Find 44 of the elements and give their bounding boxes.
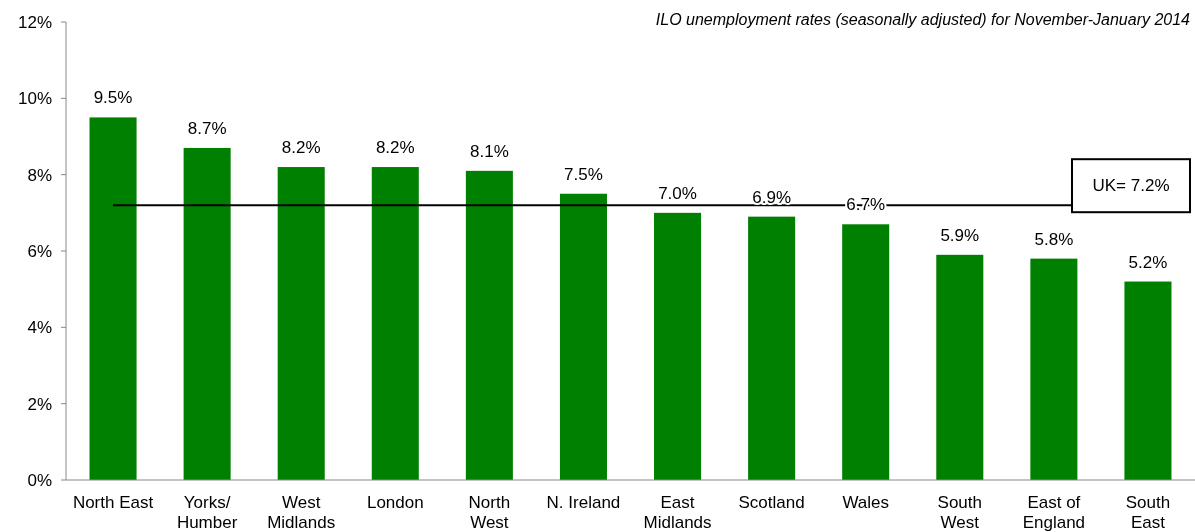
data-label: 6.9%: [752, 187, 791, 207]
y-tick-label: 4%: [27, 318, 52, 338]
y-tick-label: 8%: [27, 165, 52, 185]
x-tick-label: East Midlands: [643, 493, 712, 532]
y-tick-label: 10%: [17, 89, 52, 109]
bar: [465, 170, 513, 480]
x-tick-label: East of England: [1022, 493, 1086, 532]
bar: [748, 216, 796, 480]
bar: [277, 167, 325, 480]
data-label: 7.0%: [658, 183, 697, 203]
x-tick-label: North East: [72, 493, 154, 512]
x-tick-label: N. Ireland: [546, 493, 621, 512]
data-label: 5.9%: [940, 225, 980, 245]
bar: [936, 254, 984, 480]
data-label: 8.2%: [375, 138, 415, 158]
y-tick-label: 6%: [27, 241, 52, 261]
data-label: 8.1%: [470, 141, 509, 161]
x-tick-label: South West: [937, 493, 983, 532]
bar: [559, 193, 607, 480]
y-tick-label: 0%: [27, 470, 52, 490]
bar: [654, 212, 702, 480]
data-label: 8.7%: [187, 118, 227, 138]
bar: [371, 167, 419, 480]
x-tick-label: Yorks/ Humber: [176, 493, 238, 532]
bar: [183, 147, 231, 480]
bar: [1124, 281, 1172, 480]
x-tick-label: North West: [468, 493, 511, 532]
data-label: 5.2%: [1128, 252, 1168, 272]
x-tick-label: London: [366, 493, 424, 512]
x-tick-label: Scotland: [738, 493, 805, 512]
x-tick-label: West Midlands: [267, 493, 336, 532]
y-tick-label: 2%: [27, 394, 52, 414]
bar: [89, 117, 137, 480]
data-label: 5.8%: [1034, 229, 1074, 249]
data-label: 7.5%: [564, 164, 603, 184]
x-tick-label: South East: [1125, 493, 1171, 532]
y-tick-label: 12%: [17, 12, 52, 32]
data-label: 8.2%: [281, 138, 321, 158]
chart-title: ILO unemployment rates (seasonally adjusted) for November-January 2014: [655, 11, 1191, 28]
data-label: 9.5%: [93, 88, 133, 108]
bar: [1030, 258, 1078, 480]
x-tick-label: Wales: [842, 493, 890, 512]
bar: [842, 224, 890, 480]
ref-line-label: UK= 7.2%: [1092, 176, 1170, 196]
